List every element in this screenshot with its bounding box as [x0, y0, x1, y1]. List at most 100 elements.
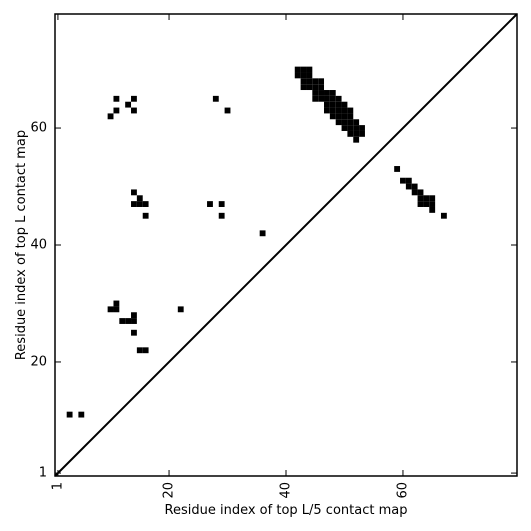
- contact-cell: [207, 201, 213, 207]
- diagonal-line: [54, 13, 518, 477]
- contact-cell: [341, 107, 348, 114]
- contact-cell: [329, 90, 336, 96]
- contact-cell: [329, 101, 336, 108]
- contact-cell: [347, 130, 354, 137]
- contact-cell: [131, 107, 137, 114]
- contact-cell: [335, 113, 342, 120]
- contact-cell: [347, 107, 354, 114]
- contact-cell: [212, 95, 219, 102]
- contact-cell: [131, 329, 137, 336]
- contact-cell: [318, 90, 325, 96]
- contact-cell: [335, 101, 342, 108]
- contact-cell: [66, 411, 73, 418]
- contact-cell: [306, 84, 313, 91]
- contact-cell: [300, 66, 307, 73]
- contact-cell: [259, 230, 266, 237]
- contact-cell: [312, 78, 319, 85]
- contact-cell: [136, 347, 143, 354]
- contact-cell: [341, 101, 348, 108]
- y-tick-label: 1: [39, 466, 47, 481]
- contact-cell: [329, 113, 336, 120]
- contact-cell: [224, 107, 231, 114]
- contact-cell: [318, 95, 325, 102]
- y-tick-label: 20: [30, 354, 47, 369]
- contact-cell: [78, 411, 85, 418]
- contact-cell: [417, 195, 424, 202]
- contact-cell: [107, 306, 114, 313]
- contact-cell: [411, 189, 418, 196]
- contact-cell: [324, 107, 330, 114]
- contact-cell: [131, 95, 137, 102]
- contact-cell: [335, 95, 342, 102]
- x-tick-label: 20: [162, 482, 177, 499]
- contact-cell: [394, 166, 401, 172]
- contact-cell: [329, 107, 336, 114]
- contact-cell: [405, 177, 412, 184]
- contact-cell: [417, 201, 424, 207]
- contact-cell: [306, 66, 313, 73]
- x-tick-label: 1: [50, 482, 65, 490]
- contact-cell: [353, 130, 360, 137]
- contact-cell: [347, 113, 354, 120]
- contact-cell: [142, 347, 149, 354]
- contact-cell: [312, 84, 319, 91]
- contact-cell: [411, 183, 418, 190]
- contact-cell: [113, 95, 120, 102]
- contact-cell: [125, 318, 132, 324]
- x-tick-label: 60: [395, 482, 410, 499]
- contact-cell: [113, 107, 120, 114]
- contact-cell: [405, 183, 412, 190]
- contact-cell: [119, 318, 126, 324]
- contact-cell: [142, 212, 149, 219]
- contact-cell: [324, 95, 330, 102]
- contact-cell: [429, 195, 436, 202]
- contact-cell: [312, 95, 319, 102]
- contact-cell: [318, 78, 325, 85]
- x-tick-label: 40: [279, 482, 294, 499]
- contact-cell: [335, 107, 342, 114]
- contact-cell: [329, 95, 336, 102]
- contact-cell: [423, 195, 430, 202]
- contact-cell: [177, 306, 184, 313]
- contact-cell: [300, 84, 307, 91]
- contact-cell: [306, 78, 313, 85]
- y-tick-label: 60: [30, 121, 47, 136]
- contact-cell: [429, 206, 436, 213]
- contact-cell: [423, 201, 430, 207]
- contact-cell: [353, 119, 360, 126]
- contact-cell: [341, 119, 348, 126]
- contact-cell: [107, 113, 114, 120]
- contact-cell: [335, 119, 342, 126]
- contact-cell: [417, 189, 424, 196]
- contact-cell: [306, 72, 313, 79]
- contact-cell: [318, 84, 325, 91]
- contact-cell: [131, 201, 137, 207]
- contact-cell: [131, 189, 137, 196]
- contact-cell: [429, 201, 436, 207]
- contact-cell: [131, 318, 137, 324]
- contact-cell: [113, 306, 120, 313]
- contact-cell: [218, 212, 225, 219]
- y-axis-label: Residue index of top L contact map: [14, 130, 29, 360]
- contact-cell: [341, 125, 348, 131]
- contact-cell: [359, 125, 365, 131]
- contact-cell: [142, 201, 149, 207]
- y-tick-label: 40: [30, 238, 47, 253]
- contact-cell: [341, 113, 348, 120]
- contact-cell: [347, 125, 354, 131]
- contact-cell: [125, 101, 132, 108]
- x-axis-label: Residue index of top L/5 contact map: [165, 503, 408, 518]
- contact-cell: [353, 125, 360, 131]
- contact-cell: [300, 72, 307, 79]
- contact-cell: [136, 201, 143, 207]
- contact-cell: [347, 119, 354, 126]
- contact-cell: [131, 312, 137, 319]
- contact-cell: [324, 101, 330, 108]
- contact-cell: [294, 66, 301, 73]
- contact-cell: [359, 130, 365, 137]
- contact-cell: [324, 90, 330, 96]
- contact-cell: [218, 201, 225, 207]
- contact-cell: [136, 195, 143, 202]
- contact-cell: [312, 90, 319, 96]
